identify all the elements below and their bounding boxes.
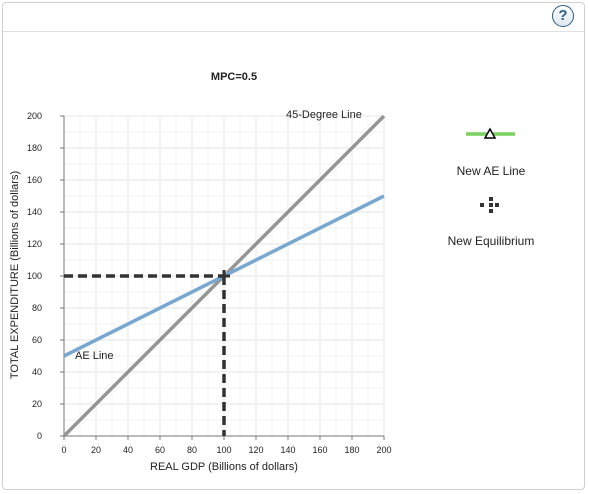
x-tick-label: 140 — [280, 445, 295, 455]
panel-frame — [2, 2, 585, 490]
x-tick-label: 100 — [216, 445, 231, 455]
x-tick-label: 120 — [248, 445, 263, 455]
x-tick-label: 80 — [187, 445, 197, 455]
chart-ticks: 0 20 40 60 80 100 120 140 160 180 200 0 20 40 60 80 100 1… — [27, 111, 392, 455]
x-tick-label: 200 — [376, 445, 391, 455]
y-tick-label: 200 — [27, 111, 42, 121]
y-tick-label: 40 — [32, 367, 42, 377]
legend-label-new-ae-line: New AE Line — [457, 164, 526, 178]
legend-label-new-equilibrium: New Equilibrium — [448, 234, 535, 248]
x-tick-label: 180 — [344, 445, 359, 455]
y-tick-label: 160 — [27, 175, 42, 185]
toolbar — [3, 3, 584, 32]
annotation-ae-line: AE Line — [75, 350, 114, 362]
plus-crosshair-icon — [480, 197, 499, 213]
y-tick-label: 20 — [32, 399, 42, 409]
y-tick-label: 120 — [27, 239, 42, 249]
x-tick-label: 0 — [61, 445, 66, 455]
chart-title: MPC=0.5 — [211, 71, 257, 83]
x-tick-label: 160 — [312, 445, 327, 455]
y-tick-label: 60 — [32, 335, 42, 345]
legend-item-new-ae-line[interactable] — [466, 127, 515, 139]
y-tick-label: 80 — [32, 303, 42, 313]
equilibrium-marker — [64, 270, 230, 436]
y-tick-label: 100 — [27, 271, 42, 281]
x-tick-label: 60 — [155, 445, 165, 455]
help-button[interactable]: ? — [552, 5, 574, 27]
legend-item-new-equilibrium[interactable] — [480, 197, 499, 213]
y-axis-label: TOTAL EXPENDITURE (Billions of dollars) — [9, 171, 21, 379]
triangle-line-icon — [483, 127, 497, 139]
x-tick-label: 40 — [123, 445, 133, 455]
y-tick-label: 0 — [37, 431, 42, 441]
y-tick-label: 180 — [27, 143, 42, 153]
annotation-45-degree-line: 45-Degree Line — [286, 109, 362, 121]
x-tick-label: 20 — [91, 445, 101, 455]
y-tick-label: 140 — [27, 207, 42, 217]
x-axis-label: REAL GDP (Billions of dollars) — [150, 461, 298, 473]
